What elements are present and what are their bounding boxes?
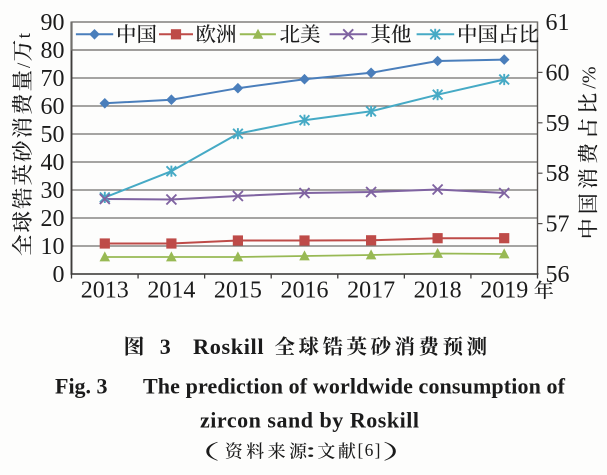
svg-text:2017: 2017 bbox=[347, 278, 395, 304]
svg-text:0: 0 bbox=[53, 262, 65, 288]
svg-text:2019: 2019 bbox=[480, 278, 528, 304]
svg-text:20: 20 bbox=[41, 206, 65, 232]
svg-text:70: 70 bbox=[41, 66, 65, 92]
svg-text:[6]: [6] bbox=[358, 440, 382, 460]
svg-text:57: 57 bbox=[546, 212, 570, 238]
svg-text:61: 61 bbox=[546, 10, 570, 36]
svg-text:/: / bbox=[14, 62, 35, 68]
svg-text:The prediction of worldwide co: The prediction of worldwide consumption … bbox=[143, 374, 566, 399]
svg-text:59: 59 bbox=[546, 111, 570, 137]
svg-text:30: 30 bbox=[41, 178, 65, 204]
svg-text:10: 10 bbox=[41, 234, 65, 260]
svg-text:50: 50 bbox=[41, 122, 65, 148]
svg-text:58: 58 bbox=[546, 161, 570, 187]
svg-text:80: 80 bbox=[41, 38, 65, 64]
svg-text:2015: 2015 bbox=[214, 278, 262, 304]
svg-text:t: t bbox=[14, 32, 35, 38]
svg-text:3: 3 bbox=[160, 334, 171, 359]
svg-text:2013: 2013 bbox=[81, 278, 129, 304]
svg-text:90: 90 bbox=[41, 10, 65, 36]
svg-text:2018: 2018 bbox=[414, 278, 462, 304]
svg-text:2016: 2016 bbox=[281, 278, 329, 304]
svg-text:40: 40 bbox=[41, 150, 65, 176]
svg-text:zircon sand by Roskill: zircon sand by Roskill bbox=[200, 408, 419, 433]
svg-text:/%: /% bbox=[579, 66, 601, 88]
svg-text:Fig. 3: Fig. 3 bbox=[55, 374, 108, 399]
svg-text:2014: 2014 bbox=[147, 278, 195, 304]
svg-text:60: 60 bbox=[546, 60, 570, 86]
svg-text:60: 60 bbox=[41, 94, 65, 120]
svg-text:Roskill: Roskill bbox=[193, 334, 264, 359]
